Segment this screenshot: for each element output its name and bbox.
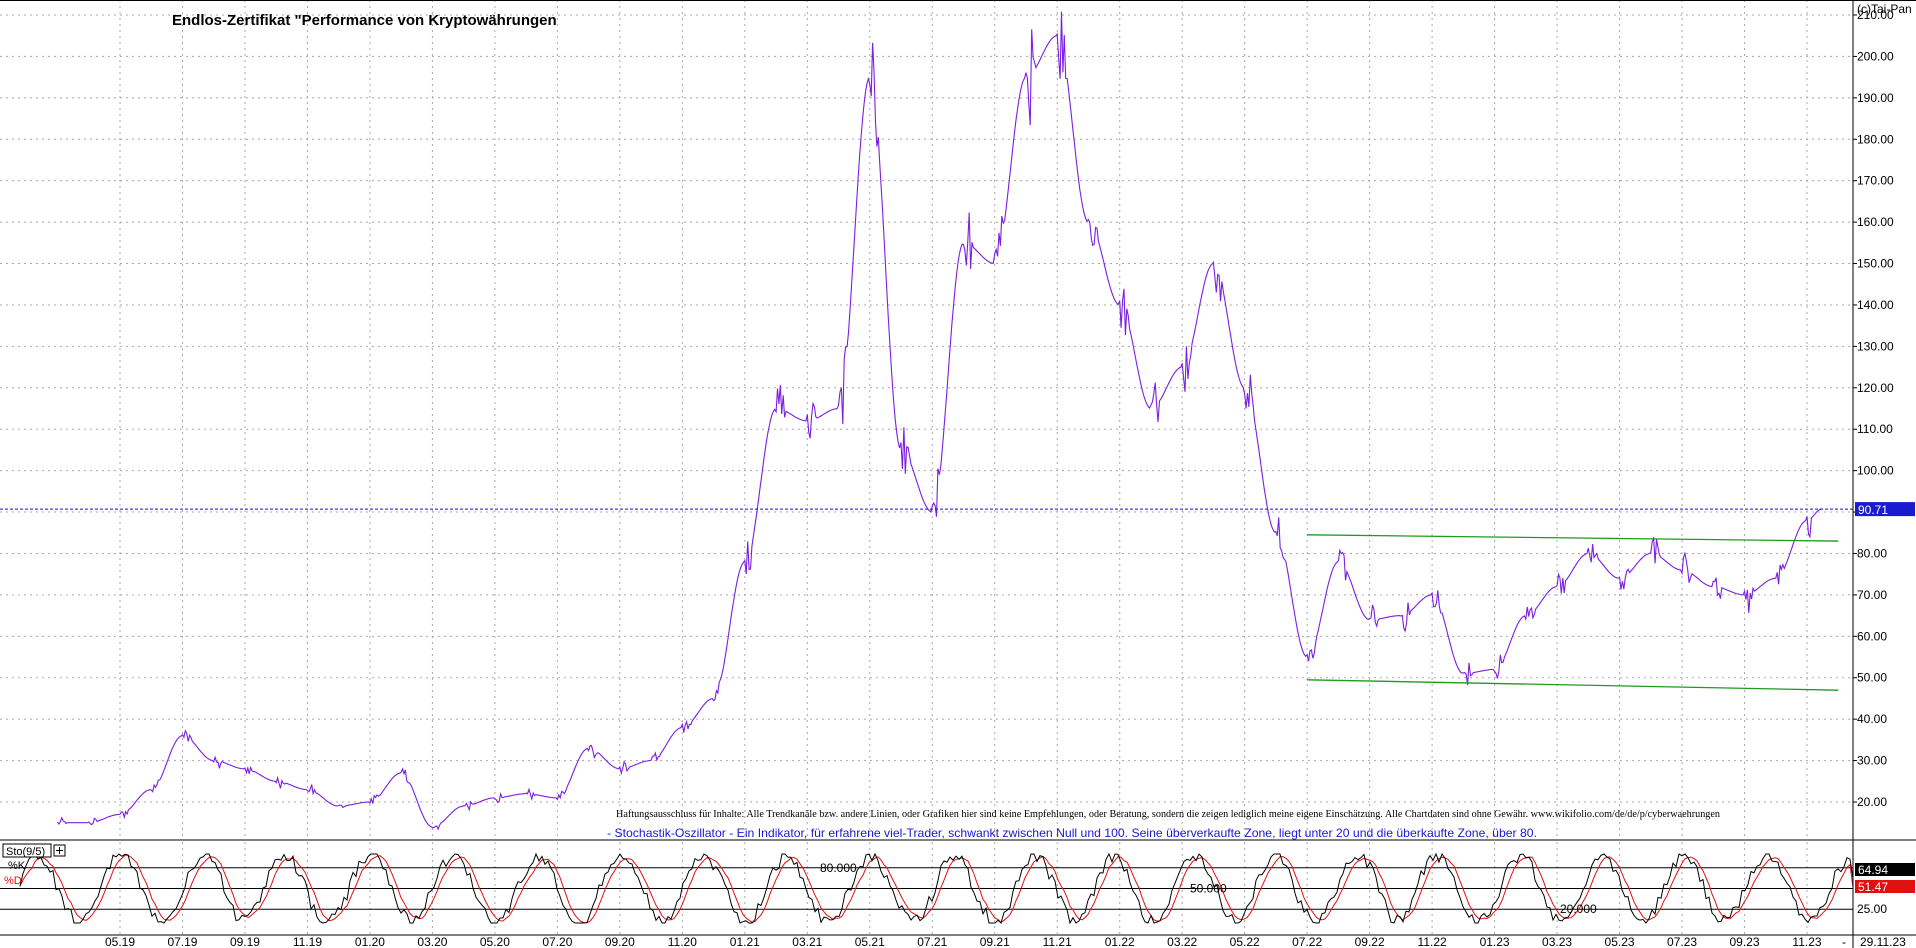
y-tick-label: 200.00 — [1857, 49, 1894, 63]
y-tick-label: 180.00 — [1857, 132, 1894, 146]
current-value-badge — [1855, 502, 1915, 517]
x-tick-label: 09.19 — [230, 935, 260, 948]
x-tick-label: 09.22 — [1355, 935, 1385, 948]
x-tick-label: 01.23 — [1480, 935, 1510, 948]
x-tick-label: 01.22 — [1105, 935, 1135, 948]
sto-level-label: 20.000 — [1560, 902, 1597, 916]
x-tick-label: 09.20 — [605, 935, 635, 948]
x-tick-label: 07.22 — [1292, 935, 1322, 948]
x-tick-label: 05.23 — [1605, 935, 1635, 948]
y-tick-label: 170.00 — [1857, 174, 1894, 188]
stochastic-grid — [0, 867, 1853, 910]
x-tick-label: 03.20 — [417, 935, 447, 948]
sto-legend-d: %D — [4, 875, 22, 887]
x-tick-label: 09.21 — [980, 935, 1010, 948]
sto-d-line — [19, 854, 1854, 924]
current-value-label: 90.71 — [1858, 503, 1888, 517]
y-tick-label: 160.00 — [1857, 215, 1894, 229]
y-tick-label: 50.00 — [1857, 671, 1887, 685]
sto-d-value: 51.47 — [1858, 880, 1888, 894]
sto-legend-box — [2, 843, 52, 858]
x-tick-label: 01.20 — [355, 935, 385, 948]
x-tick-label: 11.20 — [668, 935, 697, 948]
stochastic-series — [19, 852, 1854, 925]
y-tick-label: 110.00 — [1857, 422, 1893, 436]
y-tick-label: 40.00 — [1857, 712, 1887, 726]
y-tick-label: 60.00 — [1857, 629, 1887, 643]
copyright-label: (c)Tai-Pan — [1857, 2, 1912, 16]
price-line — [57, 11, 1822, 831]
indicator-note: - Stochastik-Oszillator - Ein Indikator,… — [607, 826, 1537, 840]
x-tick-label: 05.20 — [480, 935, 510, 948]
y-tick-label: 80.00 — [1857, 546, 1887, 560]
sto-right-tick: 25.00 — [1857, 902, 1887, 916]
sto-level-label: 50.000 — [1190, 882, 1227, 896]
x-tick-label: 07.23 — [1667, 935, 1697, 948]
x-tick-label: 05.22 — [1230, 935, 1260, 948]
x-tick-label: 03.23 — [1542, 935, 1572, 948]
disclaimer-text: Haftungsausschluss für Inhalte: Alle Tre… — [616, 809, 1721, 820]
x-tick-label: 11.22 — [1418, 935, 1447, 948]
upper-trend-line — [1307, 534, 1839, 542]
x-tick-label: 07.21 — [917, 935, 947, 948]
x-tick-label: 11.23 — [1792, 935, 1821, 948]
y-tick-label: 20.00 — [1857, 795, 1887, 809]
x-tick-label: 11.19 — [293, 935, 322, 948]
x-tick-label: 07.19 — [167, 935, 197, 948]
y-tick-label: 30.00 — [1857, 754, 1887, 768]
sto-d-badge — [1855, 880, 1915, 893]
x-end-label: 29.11.23 — [1860, 935, 1906, 948]
y-tick-label: 100.00 — [1857, 464, 1894, 478]
sto-title: Sto(9/5) — [6, 846, 45, 858]
sto-k-value: 64.94 — [1858, 863, 1888, 877]
x-tick-label: 01.21 — [730, 935, 760, 948]
x-tick-label: 03.22 — [1167, 935, 1197, 948]
y-tick-label: 190.00 — [1857, 91, 1894, 105]
y-tick-label: 150.00 — [1857, 257, 1894, 271]
x-tick-label: 09.23 — [1730, 935, 1760, 948]
y-tick-label: 140.00 — [1857, 298, 1894, 312]
y-tick-label: 70.00 — [1857, 588, 1887, 602]
y-tick-label: 130.00 — [1857, 339, 1894, 353]
x-end-dash: - — [1842, 935, 1846, 948]
x-tick-label: 07.20 — [542, 935, 572, 948]
x-tick-label: 03.21 — [792, 935, 822, 948]
x-tick-label: 05.21 — [855, 935, 885, 948]
sto-legend-k: %K — [8, 860, 26, 872]
y-tick-label: 210.00 — [1857, 8, 1894, 22]
y-tick-label: 120.00 — [1857, 381, 1894, 395]
price-series — [0, 11, 1853, 831]
sto-k-line — [19, 852, 1854, 925]
x-tick-label: 11.21 — [1043, 935, 1072, 948]
sto-level-label: 80.000 — [820, 861, 857, 875]
lower-trend-line — [1307, 679, 1839, 691]
price-grid — [0, 0, 1857, 935]
chart-title: Endlos-Zertifikat "Performance von Krypt… — [172, 12, 557, 29]
sto-k-badge — [1855, 863, 1915, 876]
x-tick-label: 05.19 — [105, 935, 135, 948]
